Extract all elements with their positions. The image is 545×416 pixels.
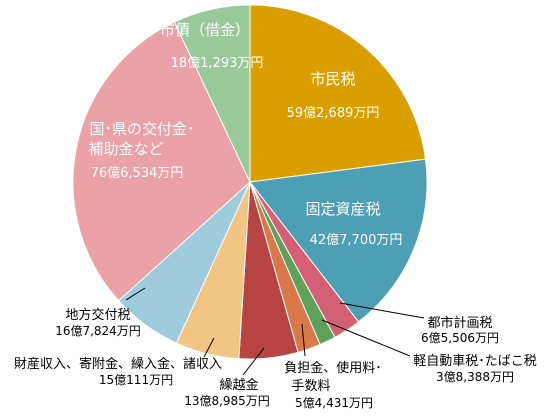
label-shisai-name: 市債（借金） xyxy=(160,21,250,39)
label-futan-line2: 手数料 xyxy=(291,379,330,394)
label-kuni-amount: 76億6,534万円 xyxy=(91,165,184,181)
leader-line-futan xyxy=(301,323,306,357)
label-futan-amount: 5億4,431万円 xyxy=(295,396,373,410)
label-shisai-amount: 18億1,293万円 xyxy=(171,55,264,71)
label-zaisan-name: 財産収入、寄附金、繰入金、諸収入 xyxy=(14,356,222,372)
label-kotei-name: 固定資産税 xyxy=(305,200,380,218)
pie-slices xyxy=(72,4,428,360)
label-kotei-amount: 42億7,700万円 xyxy=(310,232,403,248)
label-kuni-line2: 補助金など xyxy=(88,140,163,158)
label-toshi-amount: 6億5,506万円 xyxy=(421,331,499,345)
leader-line-toshi xyxy=(339,302,425,319)
leader-line-chiho xyxy=(125,287,146,301)
label-kurikoshi-amount: 13億8,985万円 xyxy=(184,394,270,408)
leader-line-kurikoshi xyxy=(242,347,265,376)
leader-line-zaisan xyxy=(203,337,215,358)
pie-slice-9 xyxy=(173,4,251,183)
label-shimin-amount: 59億2,689万円 xyxy=(287,105,380,121)
label-shimin-name: 市民税 xyxy=(310,70,355,88)
label-chiho-amount: 16億7,824万円 xyxy=(55,324,141,338)
slice-labels: 市民税 59億2,689万円 固定資産税 42億7,700万円 都市計画税 6億… xyxy=(14,21,537,410)
label-zaisan-amount: 15億111万円 xyxy=(99,373,173,387)
label-chiho-name: 地方交付税 xyxy=(65,307,130,323)
pie-slice-0 xyxy=(249,4,427,183)
label-toshi-name: 都市計画税 xyxy=(427,315,492,331)
leader-lines xyxy=(125,287,425,376)
label-futan-line1: 負担金、使用料･ xyxy=(284,360,382,376)
label-kuni-line1: 国･県の交付金･ xyxy=(89,120,194,138)
label-kei-amount: 3億8,388万円 xyxy=(436,370,514,384)
pie-slice-8 xyxy=(72,21,251,302)
pie-slice-1 xyxy=(249,158,428,323)
leader-line-kei xyxy=(321,319,411,357)
label-kurikoshi-name: 繰越金 xyxy=(219,377,258,393)
label-kei-name: 軽自動車税･たばこ税 xyxy=(413,354,537,369)
